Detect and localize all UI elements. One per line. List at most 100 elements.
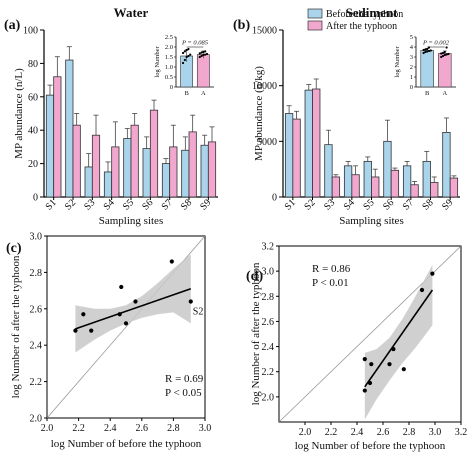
x-tick-label: S4 (342, 197, 357, 212)
bar-before (123, 138, 132, 198)
inset-y-tick-label: 1 (410, 74, 413, 81)
inset-point (187, 47, 190, 51)
inset-point (200, 51, 203, 54)
panel-letter: (a) (4, 18, 21, 33)
bar-after (130, 124, 139, 198)
x-tick-label: 3.2 (455, 427, 468, 438)
bar-after (371, 176, 380, 198)
inset-point (429, 49, 432, 52)
bar-before (284, 113, 294, 198)
scatter-point (133, 299, 138, 304)
bar-after (292, 118, 301, 198)
bar-after (207, 141, 217, 198)
y-tick-label: 3.2 (262, 242, 275, 253)
inset-point (440, 55, 443, 59)
x-tick-label: S6 (140, 197, 155, 212)
inset-y-label: log Number (394, 46, 401, 78)
inset-point (185, 55, 188, 59)
y-tick-label: 100 (23, 26, 38, 37)
y-tick-label: 3.0 (30, 232, 43, 243)
inset-point (200, 54, 203, 58)
inset-bar-after (438, 53, 452, 88)
bar-after (91, 134, 101, 198)
scatter-point (391, 346, 396, 352)
inset-point (445, 53, 448, 56)
x-tick-label: 2.0 (41, 423, 54, 434)
y-tick-label: 60 (28, 92, 38, 103)
regression-line (364, 289, 434, 388)
panel-letter: (b) (233, 18, 250, 33)
legend-label-after: After the typhoon (326, 21, 397, 32)
inset-point (181, 61, 185, 65)
scatter-point (367, 380, 373, 386)
inset-point (202, 53, 205, 57)
inset-point (187, 54, 190, 58)
plot-frame (46, 235, 206, 419)
inset-point (441, 54, 445, 58)
bar-after (53, 76, 62, 198)
inset-p-value: P = 0.085 (181, 40, 209, 47)
x-tick-label: S7 (401, 197, 416, 212)
scatter-point (419, 287, 425, 293)
x-tick-label: S8 (179, 197, 194, 212)
y-tick-label: 15000 (252, 26, 277, 37)
scatter-point (89, 328, 94, 333)
legend-swatch-before (307, 8, 323, 19)
inset-point (426, 50, 429, 53)
inset-x-tick-label: A (201, 90, 206, 97)
bar-before (422, 160, 431, 198)
stat-p: P < 0.01 (312, 277, 349, 289)
inset-point (424, 48, 427, 51)
panel-a: Water (a) 0 20 40 60 80 100 MP abundance (n/L) Sa… (4, 5, 218, 227)
scatter-point (401, 367, 406, 372)
y-tick-label: 10000 (252, 81, 277, 92)
y-tick-label: 2.6 (262, 317, 275, 328)
inset-point (447, 52, 450, 56)
y-tick-label: 0 (272, 193, 277, 204)
inset-point (427, 49, 431, 53)
inset-point (440, 52, 443, 55)
x-axis-label: log Number of before the typhoon (295, 440, 446, 452)
inset-y-tick-label: 0 (410, 84, 413, 91)
inset-point (202, 50, 205, 54)
y-axis-label: log Number of after the typhoon (250, 262, 262, 405)
x-tick-label: S3 (82, 197, 97, 212)
x-tick-label: S9 (440, 197, 455, 212)
bar-after (449, 177, 459, 198)
x-tick-label: 2.2 (325, 427, 338, 438)
bar-after (312, 88, 321, 198)
y-tick-label: 5000 (257, 137, 277, 148)
y-tick-label: 2.4 (262, 342, 275, 353)
bar-before (161, 163, 171, 198)
y-tick-label: 3.0 (262, 267, 275, 278)
inset-y-tick-label: 0.5 (165, 74, 173, 81)
inset-y-tick-label: 2.5 (165, 34, 173, 41)
x-tick-label: S6 (381, 197, 396, 212)
x-tick-label: 2.4 (351, 427, 364, 438)
y-tick-label: 0 (33, 193, 38, 204)
y-axis-label: MP abundance (n/kg) (253, 66, 265, 161)
inset-point (198, 55, 201, 59)
inset-x-tick-label: B (184, 90, 189, 97)
inset-p-value: P = 0.002 (422, 40, 450, 47)
stat-r: R = 0.69 (165, 373, 204, 385)
x-tick-label: S8 (420, 197, 435, 212)
bar-before (304, 89, 313, 198)
x-tick-label: 2.6 (136, 423, 149, 434)
y-tick-label: 40 (28, 126, 38, 137)
x-tick-label: S5 (121, 197, 136, 212)
bar-after (351, 174, 360, 198)
bar-before (402, 165, 412, 198)
inset-y-tick-label: 1.5 (165, 54, 173, 61)
y-tick-label: 2.2 (262, 367, 275, 378)
inset-point (424, 50, 427, 54)
legend-label-before: Before the typhoon (326, 9, 403, 20)
scatter-point (123, 321, 129, 326)
scatter-point (169, 259, 174, 264)
bar-after (169, 146, 178, 198)
x-tick-label: S5 (361, 197, 376, 212)
bar-after (111, 146, 120, 198)
y-tick-label: 2.8 (30, 268, 43, 279)
inset-point (445, 46, 448, 49)
